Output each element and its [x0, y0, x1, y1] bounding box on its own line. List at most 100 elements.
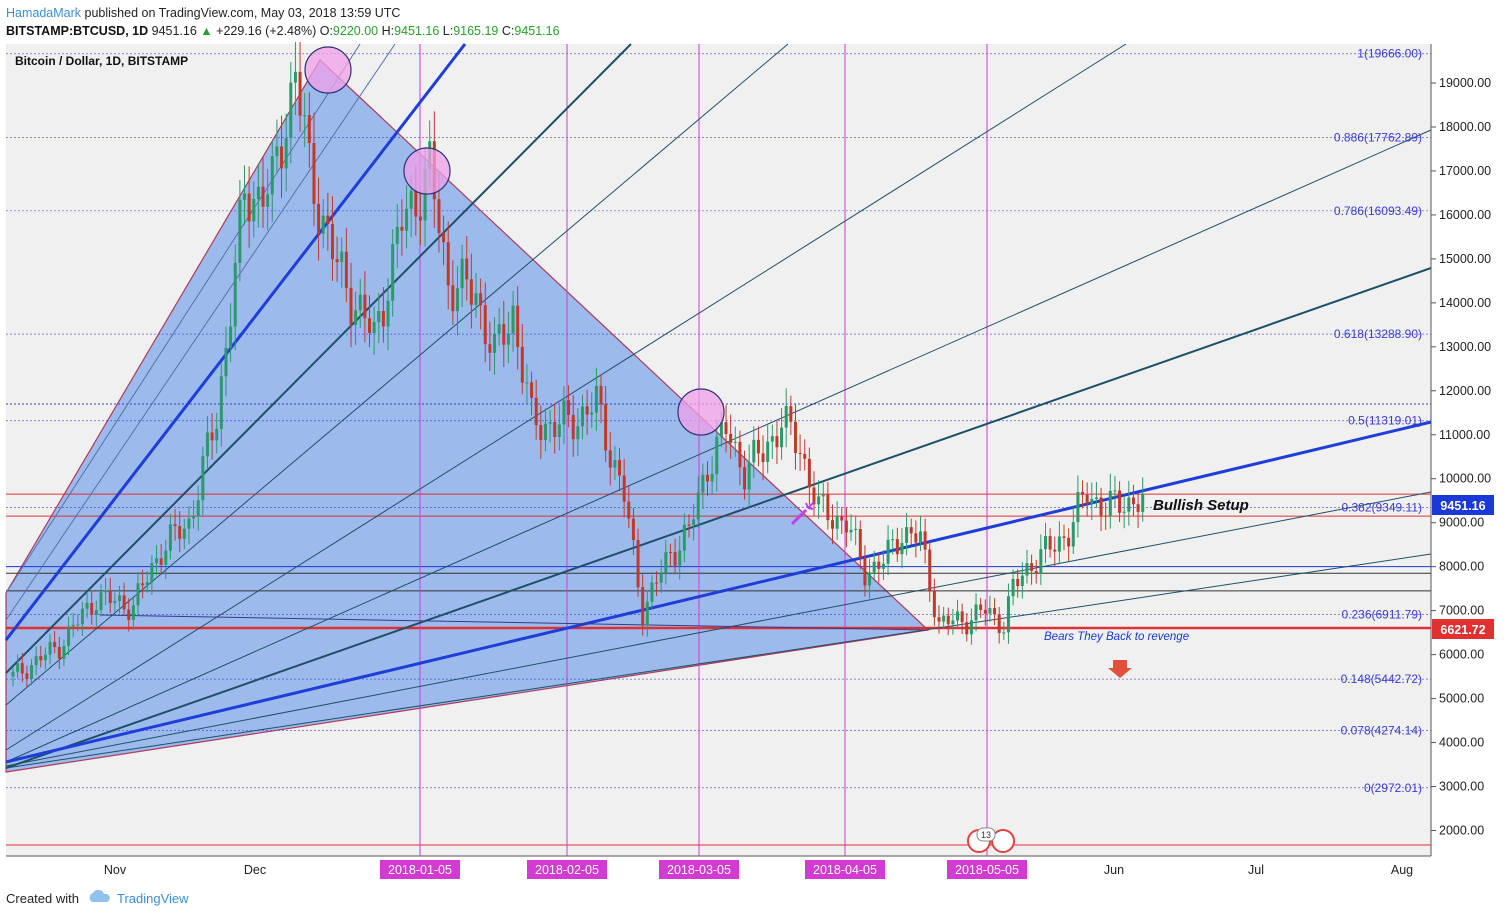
candle — [618, 460, 622, 476]
price-tick-label: 10000.00 — [1439, 472, 1491, 486]
candle — [159, 558, 163, 565]
candle — [881, 563, 885, 569]
candle — [1020, 575, 1024, 587]
publish-info: published on TradingView.com, May 03, 20… — [84, 6, 401, 20]
candle — [1002, 632, 1006, 634]
candle — [1016, 578, 1020, 587]
last-price-box: 9451.16 — [1432, 495, 1494, 515]
candle — [256, 186, 260, 199]
high-value: 9451.16 — [394, 24, 440, 38]
candle — [942, 615, 946, 622]
candle — [229, 326, 233, 348]
candle — [117, 595, 121, 601]
candle — [835, 516, 839, 529]
candle — [168, 524, 172, 551]
candle — [729, 433, 733, 443]
candle — [784, 406, 788, 428]
chart-title: Bitcoin / Dollar, 1D, BITSTAMP — [15, 54, 188, 68]
candle — [664, 552, 668, 574]
candle — [599, 385, 603, 405]
candle — [243, 193, 246, 200]
candle — [1067, 537, 1071, 547]
time-axis-background — [6, 856, 1510, 884]
candle — [854, 529, 858, 531]
price-tick-label: 19000.00 — [1439, 76, 1491, 90]
candle — [340, 251, 344, 263]
candle — [951, 620, 955, 625]
candle — [187, 518, 191, 529]
candle — [113, 600, 117, 604]
candle — [1062, 536, 1066, 538]
events-flag-icon[interactable]: 13 — [967, 827, 1015, 853]
candle — [1099, 497, 1103, 516]
candle — [891, 539, 895, 541]
change-label: +229.16 (+2.48%) — [216, 24, 317, 38]
candle — [284, 138, 288, 169]
candle — [608, 450, 612, 468]
fan-line — [5, 43, 632, 674]
candle — [543, 423, 547, 441]
price-tick-label: 7000.00 — [1439, 604, 1484, 618]
candle — [590, 412, 594, 415]
candle — [465, 258, 469, 280]
candle — [104, 590, 108, 593]
swing-high-circle — [677, 388, 725, 436]
candle — [733, 441, 737, 443]
fib-label: 0.236(6911.79) — [1341, 608, 1422, 622]
candle — [344, 251, 348, 288]
candle — [25, 673, 29, 679]
price-chart[interactable]: 1(19666.00) 0.886(17762.89) 0.786(16093.49… — [0, 42, 1510, 884]
candle — [659, 573, 663, 583]
ohlc-line: BITSTAMP:BTCUSD, 1D 9451.16 ▲ +229.16 (+… — [6, 22, 560, 40]
candle — [178, 526, 182, 539]
candle — [307, 115, 311, 143]
date-label-box — [659, 860, 739, 879]
candle — [715, 436, 719, 475]
candle — [164, 550, 168, 565]
fan-line — [5, 43, 396, 621]
tradingview-link[interactable]: TradingView — [116, 891, 189, 906]
candle — [641, 587, 645, 626]
candle — [900, 542, 904, 555]
support-price-value: 6621.72 — [1440, 623, 1485, 637]
fan-line — [5, 43, 1127, 751]
candle — [1085, 494, 1089, 504]
candle — [511, 305, 515, 334]
candle — [409, 190, 413, 209]
date-label-box — [947, 860, 1027, 879]
candle — [631, 518, 635, 541]
candle — [479, 293, 483, 306]
candle — [451, 285, 455, 312]
symbol-label: BITSTAMP:BTCUSD, 1D — [6, 24, 149, 38]
candle — [354, 310, 358, 325]
author-link[interactable]: HamadaMark — [6, 6, 82, 20]
low-value: 9165.19 — [453, 24, 499, 38]
candle — [928, 549, 932, 591]
candle — [655, 582, 659, 584]
price-tick-label: 18000.00 — [1439, 120, 1491, 134]
candle — [627, 501, 631, 519]
candle — [1113, 490, 1117, 492]
fib-label: 0.078(4274.14) — [1341, 723, 1422, 737]
fib-label: 0.886(17762.89) — [1334, 130, 1422, 144]
candle — [956, 611, 960, 621]
candle — [724, 422, 728, 434]
candle — [692, 519, 696, 526]
candle — [766, 441, 770, 462]
candle — [923, 531, 927, 550]
candle — [821, 494, 825, 497]
candle — [909, 527, 913, 534]
candle — [312, 142, 316, 204]
close-key: C: — [501, 24, 515, 38]
candle — [205, 432, 209, 457]
candle — [1043, 536, 1047, 550]
candle — [706, 474, 709, 482]
candle — [1141, 493, 1145, 512]
candle — [488, 344, 492, 353]
candle — [173, 524, 177, 527]
candle — [752, 439, 756, 463]
last-price-value: 9451.16 — [1440, 499, 1485, 513]
candle — [460, 258, 464, 289]
chart-header: HamadaMark published on TradingView.com,… — [6, 4, 560, 40]
date-label: 2018-02-05 — [535, 863, 599, 877]
